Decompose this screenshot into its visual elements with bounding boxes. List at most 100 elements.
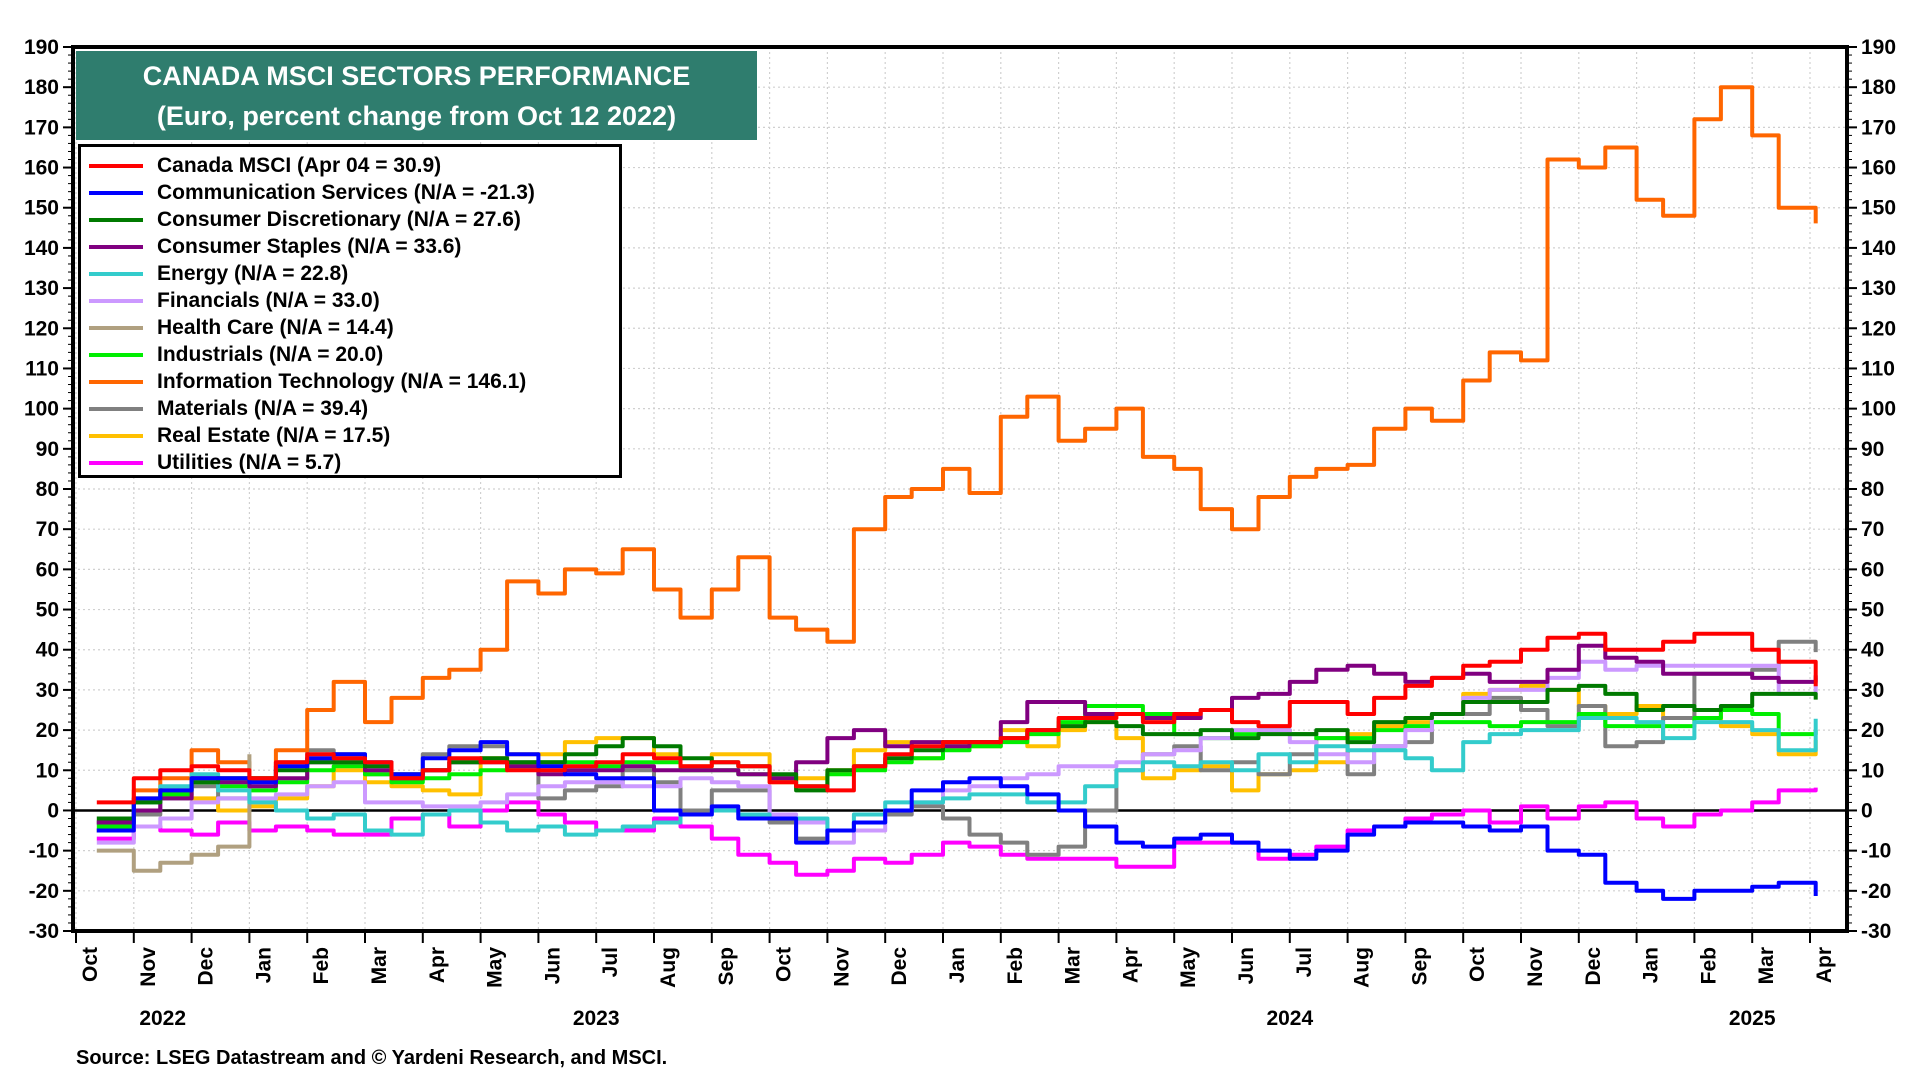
y-tick-label-left: 150 xyxy=(24,197,59,220)
x-tick-label: Dec xyxy=(1582,947,1605,986)
y-tick-label-left: -20 xyxy=(29,880,59,903)
x-tick-label: Mar xyxy=(1755,947,1778,984)
x-tick-label: Oct xyxy=(1466,947,1489,982)
y-tick-label-right: 70 xyxy=(1861,518,1884,541)
x-tick-label: Apr xyxy=(1813,947,1836,983)
legend-swatch xyxy=(89,460,143,465)
x-tick-label: May xyxy=(1177,947,1200,988)
chart-title-box: CANADA MSCI SECTORS PERFORMANCE (Euro, p… xyxy=(76,51,757,140)
x-tick-label: Jun xyxy=(541,947,564,984)
legend-item: Energy (N/A = 22.8) xyxy=(89,260,619,287)
series-line-consumer-staples xyxy=(96,643,1818,825)
y-tick-label-left: 100 xyxy=(24,398,59,421)
y-tick-label-left: 160 xyxy=(24,157,59,180)
legend-swatch xyxy=(89,406,143,411)
x-tick-label: Jan xyxy=(252,947,275,983)
y-tick-label-left: 10 xyxy=(36,759,59,782)
source-note: Source: LSEG Datastream and © Yardeni Re… xyxy=(76,1047,668,1069)
y-axis: 190 190 180 180 170 170 160 160 150 150 140 140 130 1… xyxy=(24,36,1896,943)
y-tick-label-right: 160 xyxy=(1861,157,1896,180)
legend-label: Materials (N/A = 39.4) xyxy=(157,396,369,420)
legend-item: Consumer Staples (N/A = 33.6) xyxy=(89,233,619,260)
x-tick-label: Nov xyxy=(830,947,853,987)
x-tick-label: Feb xyxy=(1004,947,1027,984)
series-line-energy xyxy=(96,716,1818,837)
y-tick-label-left: 20 xyxy=(36,719,59,742)
x-year-label: 2024 xyxy=(1266,1007,1313,1030)
legend-item: Real Estate (N/A = 17.5) xyxy=(89,422,619,449)
legend-label: Information Technology (N/A = 146.1) xyxy=(157,369,527,393)
y-tick-label-left: 180 xyxy=(24,76,59,99)
y-tick-label-left: 140 xyxy=(24,237,59,260)
legend-label: Consumer Staples (N/A = 33.6) xyxy=(157,234,462,258)
series-line-canada-msci xyxy=(96,631,1818,805)
legend: Canada MSCI (Apr 04 = 30.9) Communication… xyxy=(78,144,622,478)
legend-label: Health Care (N/A = 14.4) xyxy=(157,315,394,339)
y-tick-label-left: -30 xyxy=(29,920,59,943)
y-tick-label-right: 110 xyxy=(1861,357,1895,380)
x-tick-label: Mar xyxy=(1062,947,1085,984)
chart-subtitle: (Euro, percent change from Oct 12 2022) xyxy=(156,101,677,131)
y-tick-label-right: 100 xyxy=(1861,398,1896,421)
y-tick-label-left: -10 xyxy=(29,840,59,863)
x-tick-label: Sep xyxy=(715,947,738,986)
legend-label: Utilities (N/A = 5.7) xyxy=(157,450,342,474)
x-tick-label: Aug xyxy=(657,947,680,988)
x-tick-label: Jul xyxy=(1293,947,1316,977)
legend-item: Communication Services (N/A = -21.3) xyxy=(89,179,619,206)
y-tick-label-left: 80 xyxy=(36,478,59,501)
x-year-label: 2023 xyxy=(573,1007,620,1030)
legend-swatch xyxy=(89,271,143,276)
x-year-label: 2025 xyxy=(1729,1007,1776,1030)
x-tick-label: Dec xyxy=(888,947,911,986)
x-tick-label: Jan xyxy=(1640,947,1663,983)
x-tick-label: Aug xyxy=(1351,947,1374,988)
x-tick-label: Jun xyxy=(1235,947,1258,984)
legend-label: Communication Services (N/A = -21.3) xyxy=(157,180,535,204)
x-tick-label: Mar xyxy=(368,947,391,984)
y-tick-label-right: 140 xyxy=(1861,237,1896,260)
legend-item: Information Technology (N/A = 146.1) xyxy=(89,368,619,395)
x-tick-label: Oct xyxy=(79,947,102,982)
x-tick-label: Nov xyxy=(137,947,160,987)
y-tick-label-left: 40 xyxy=(36,639,59,662)
legend-swatch xyxy=(89,244,143,249)
x-tick-label: May xyxy=(484,947,507,988)
x-tick-label: Jul xyxy=(599,947,622,977)
y-tick-label-left: 50 xyxy=(36,599,59,622)
y-tick-label-right: 40 xyxy=(1861,639,1884,662)
y-tick-label-right: 20 xyxy=(1861,719,1884,742)
y-tick-label-right: 10 xyxy=(1861,759,1884,782)
legend-item: Utilities (N/A = 5.7) xyxy=(89,449,619,476)
legend-label: Real Estate (N/A = 17.5) xyxy=(157,423,391,447)
x-tick-label: Nov xyxy=(1524,947,1547,987)
x-tick-label: Jan xyxy=(946,947,969,983)
chart-title: CANADA MSCI SECTORS PERFORMANCE xyxy=(142,61,691,91)
x-tick-label: Apr xyxy=(426,947,449,983)
y-tick-label-right: 190 xyxy=(1861,36,1896,59)
y-tick-label-right: 90 xyxy=(1861,438,1884,461)
y-tick-label-left: 170 xyxy=(24,116,59,139)
legend-label: Financials (N/A = 33.0) xyxy=(157,288,380,312)
y-tick-label-right: -20 xyxy=(1861,880,1891,903)
series-line-industrials xyxy=(96,704,1818,829)
legend-label: Consumer Discretionary (N/A = 27.6) xyxy=(157,207,521,231)
y-tick-label-left: 30 xyxy=(36,679,59,702)
y-tick-label-right: 180 xyxy=(1861,76,1896,99)
y-tick-label-left: 190 xyxy=(24,36,59,59)
y-tick-label-right: 60 xyxy=(1861,558,1884,581)
x-year-label: 2022 xyxy=(139,1007,186,1030)
y-tick-label-left: 70 xyxy=(36,518,59,541)
y-tick-label-left: 130 xyxy=(24,277,59,300)
legend-swatch xyxy=(89,163,143,168)
legend-swatch xyxy=(89,298,143,303)
x-tick-label: Feb xyxy=(1697,947,1720,984)
y-tick-label-right: 50 xyxy=(1861,599,1884,622)
legend-item: Financials (N/A = 33.0) xyxy=(89,287,619,314)
y-tick-label-left: 110 xyxy=(25,357,59,380)
legend-item: Industrials (N/A = 20.0) xyxy=(89,341,619,368)
series-line-utilities xyxy=(96,787,1818,877)
x-tick-label: Oct xyxy=(773,947,796,982)
series-line-information-technology xyxy=(96,85,1818,825)
